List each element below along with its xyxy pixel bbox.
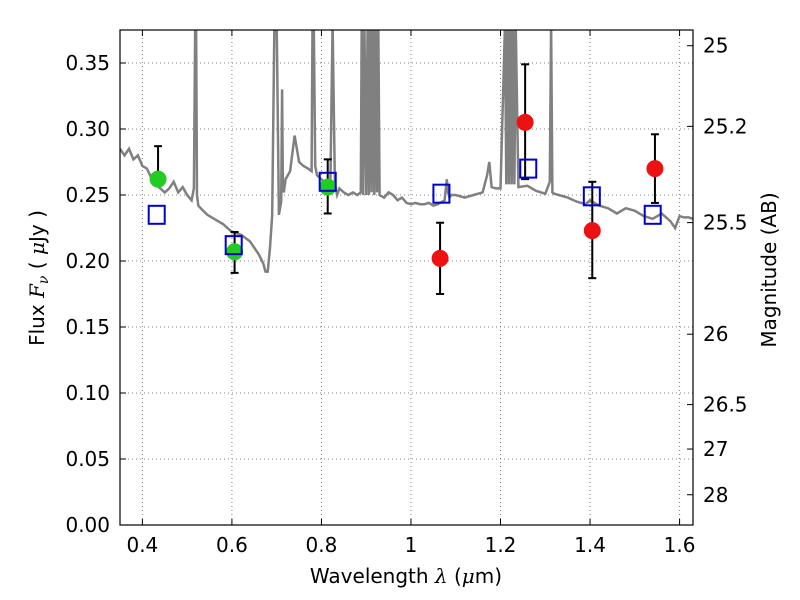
x-axis-label: Wavelength λ (μm)	[310, 564, 502, 588]
y2-tick-label: 26	[703, 322, 728, 346]
plot-area	[120, 30, 693, 295]
x-tick-labels: 0.4 0.6 0.8 1 1.2 1.4 1.6	[126, 533, 695, 557]
x-tick-label: 1.2	[485, 533, 517, 557]
model-square-marker	[519, 158, 538, 179]
x-tick-label: 1.4	[574, 533, 606, 557]
y-tick-label: 0.30	[65, 117, 110, 141]
red-data-point	[431, 249, 449, 267]
x-tick-label: 1	[405, 533, 418, 557]
model-square-marker	[643, 204, 662, 225]
x-tick-label: 0.6	[216, 533, 248, 557]
model-points	[147, 158, 662, 256]
model-square-marker	[582, 186, 601, 207]
red-data-point	[646, 160, 664, 178]
y-tick-label: 0.35	[65, 51, 110, 75]
y2-tick-label: 25.2	[703, 114, 748, 138]
model-square-marker	[224, 235, 243, 256]
y-tick-label: 0.10	[65, 381, 110, 405]
y2-tick-label: 28	[703, 483, 728, 507]
y-tick-label: 0.00	[65, 513, 110, 537]
y2-tick-label: 25	[703, 34, 728, 58]
x-tick-label: 1.6	[664, 533, 696, 557]
green-data-point	[149, 170, 167, 188]
y-tick-label: 0.15	[65, 315, 110, 339]
x-tick-label: 0.4	[126, 533, 158, 557]
plot-frame	[119, 29, 694, 526]
red-data-point	[583, 222, 601, 240]
y-tick-label: 0.20	[65, 249, 110, 273]
y-tick-label: 0.05	[65, 447, 110, 471]
x-tick-label: 0.8	[306, 533, 338, 557]
model-square-marker	[147, 204, 166, 225]
grid	[120, 30, 693, 526]
axis-ticks	[120, 30, 693, 526]
green-data-point	[226, 243, 244, 261]
model-square-marker	[432, 183, 451, 204]
y2-tick-labels: 25 25.2 25.5 26 26.5 27 28	[703, 34, 748, 507]
y-tick-label: 0.25	[65, 183, 110, 207]
y2-tick-label: 27	[703, 437, 728, 461]
red-data-point	[516, 113, 534, 131]
red-points	[431, 113, 664, 267]
model-square-marker	[318, 171, 337, 192]
y2-axis-label: Magnitude (AB)	[757, 192, 781, 347]
y-tick-labels: 0.00 0.05 0.10 0.15 0.20 0.25 0.30 0.35	[65, 51, 110, 537]
y2-tick-label: 26.5	[703, 393, 748, 417]
green-data-point	[319, 178, 337, 196]
model-spectrum-line	[120, 30, 693, 273]
y2-tick-label: 25.5	[703, 211, 748, 235]
